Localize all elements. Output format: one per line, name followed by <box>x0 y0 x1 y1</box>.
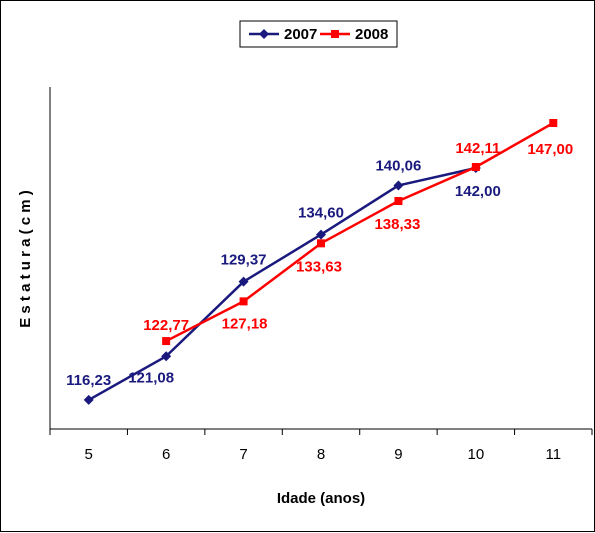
series-layer: 116,23 121,08129,37134,60140,06142,00122,… <box>66 119 573 405</box>
point-marker <box>394 197 403 206</box>
x-tick-label: 11 <box>545 446 561 463</box>
point-marker <box>161 351 172 362</box>
series-line <box>165 121 554 343</box>
data-label: 122,77 <box>143 317 189 334</box>
data-label: 140,06 <box>375 157 421 174</box>
x-tick-label: 5 <box>85 446 93 463</box>
legend-label: 2007 <box>284 26 317 43</box>
point-marker <box>393 180 404 191</box>
data-label: 142,00 <box>455 183 501 200</box>
x-tick-label: 7 <box>239 446 247 463</box>
point-marker <box>471 163 480 172</box>
data-label: 147,00 <box>527 141 573 158</box>
x-ticks: 5 6 7 8 9 10 11 <box>49 429 593 463</box>
legend-label: 2008 <box>355 26 388 43</box>
point-marker <box>259 29 269 39</box>
point-marker <box>317 239 325 248</box>
x-tick-label: 6 <box>162 446 170 463</box>
x-tick-label: 9 <box>394 446 402 463</box>
data-label: 127,18 <box>222 315 268 332</box>
y-axis-title: E s t a t u r a ( c m ) <box>17 190 34 328</box>
point-marker <box>549 119 558 127</box>
data-label: 134,60 <box>298 205 344 222</box>
point-marker <box>331 30 339 38</box>
series-line <box>88 166 477 402</box>
point-marker <box>83 394 94 405</box>
series-2007: 116,23 121,08 129,37 134,60 140,06 142,00 <box>66 157 501 405</box>
point-marker <box>239 297 248 306</box>
data-label: 121,08 <box>128 369 174 386</box>
data-label: 129,37 <box>221 252 267 269</box>
legend: 2007 2008 <box>239 20 398 48</box>
x-axis-title: Idade (anos) <box>277 490 365 507</box>
data-label: 116,23 <box>66 372 111 389</box>
point-marker <box>238 276 249 287</box>
data-label: 133,63 <box>296 258 342 275</box>
point-marker <box>316 229 326 240</box>
x-tick-label: 8 <box>317 446 325 463</box>
x-tick-label: 10 <box>468 446 485 463</box>
point-marker <box>162 337 171 346</box>
data-label: 138,33 <box>374 216 420 233</box>
data-label: 142,11 <box>455 140 500 157</box>
series-2008: 122,77 127,18 133,63 138,33 142,11 147,00 <box>143 119 573 346</box>
